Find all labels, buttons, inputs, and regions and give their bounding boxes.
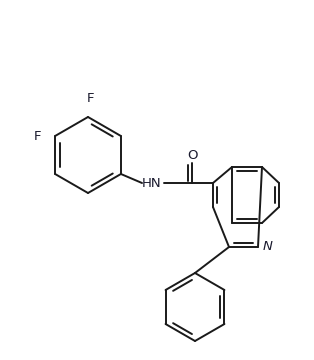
Text: F: F: [86, 92, 94, 105]
Text: O: O: [188, 149, 198, 162]
Text: F: F: [34, 130, 41, 143]
Text: N: N: [263, 240, 273, 253]
Text: HN: HN: [142, 176, 162, 189]
